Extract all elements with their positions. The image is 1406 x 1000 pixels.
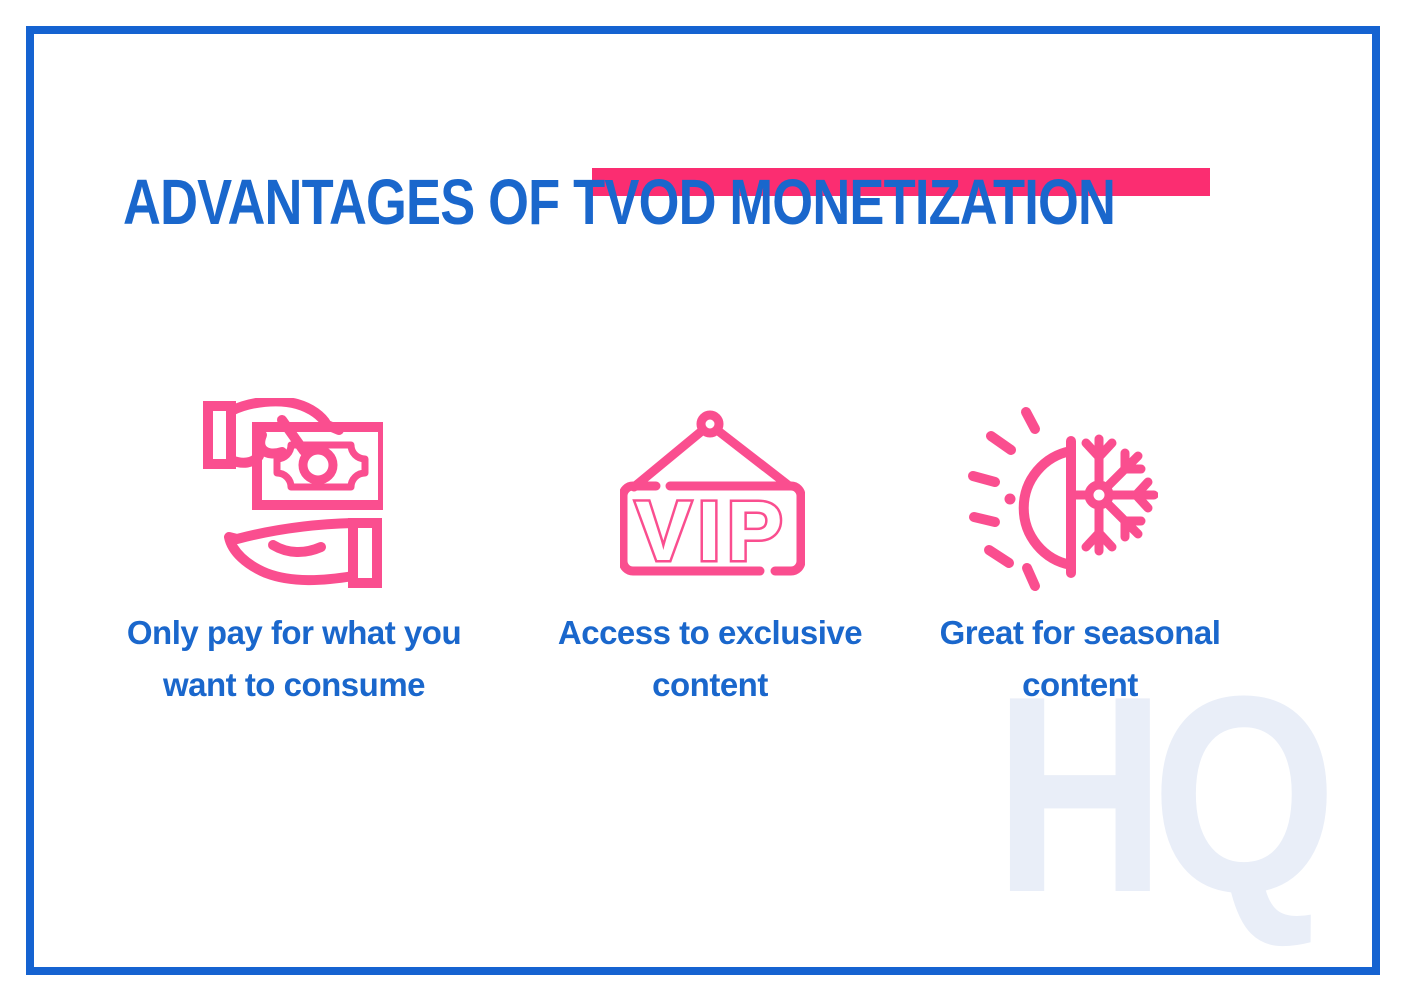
frame-border xyxy=(26,26,1380,975)
caption-line: Access to exclusive xyxy=(557,614,863,651)
caption-exclusive-content: Access to exclusive content xyxy=(510,607,910,711)
vip-hanging-sign-icon: VIP xyxy=(620,410,805,581)
watermark-logo: HQ xyxy=(994,639,1337,951)
caption-line: want to consume xyxy=(162,666,426,703)
page-title: ADVANTAGES OF TVOD MONETIZATION xyxy=(123,165,1116,238)
caption-line: Only pay for what you xyxy=(126,614,462,651)
sun-snowflake-icon xyxy=(968,407,1158,591)
title-highlight-bar xyxy=(592,168,1210,196)
caption-line: Great for seasonal xyxy=(939,614,1221,651)
caption-line: content xyxy=(652,666,768,703)
caption-seasonal-content: Great for seasonal content xyxy=(880,607,1280,711)
hand-giving-money-icon xyxy=(203,398,383,588)
vip-sign-label: VIP xyxy=(635,484,788,578)
caption-line: content xyxy=(1022,666,1138,703)
caption-only-pay: Only pay for what you want to consume xyxy=(94,607,494,711)
